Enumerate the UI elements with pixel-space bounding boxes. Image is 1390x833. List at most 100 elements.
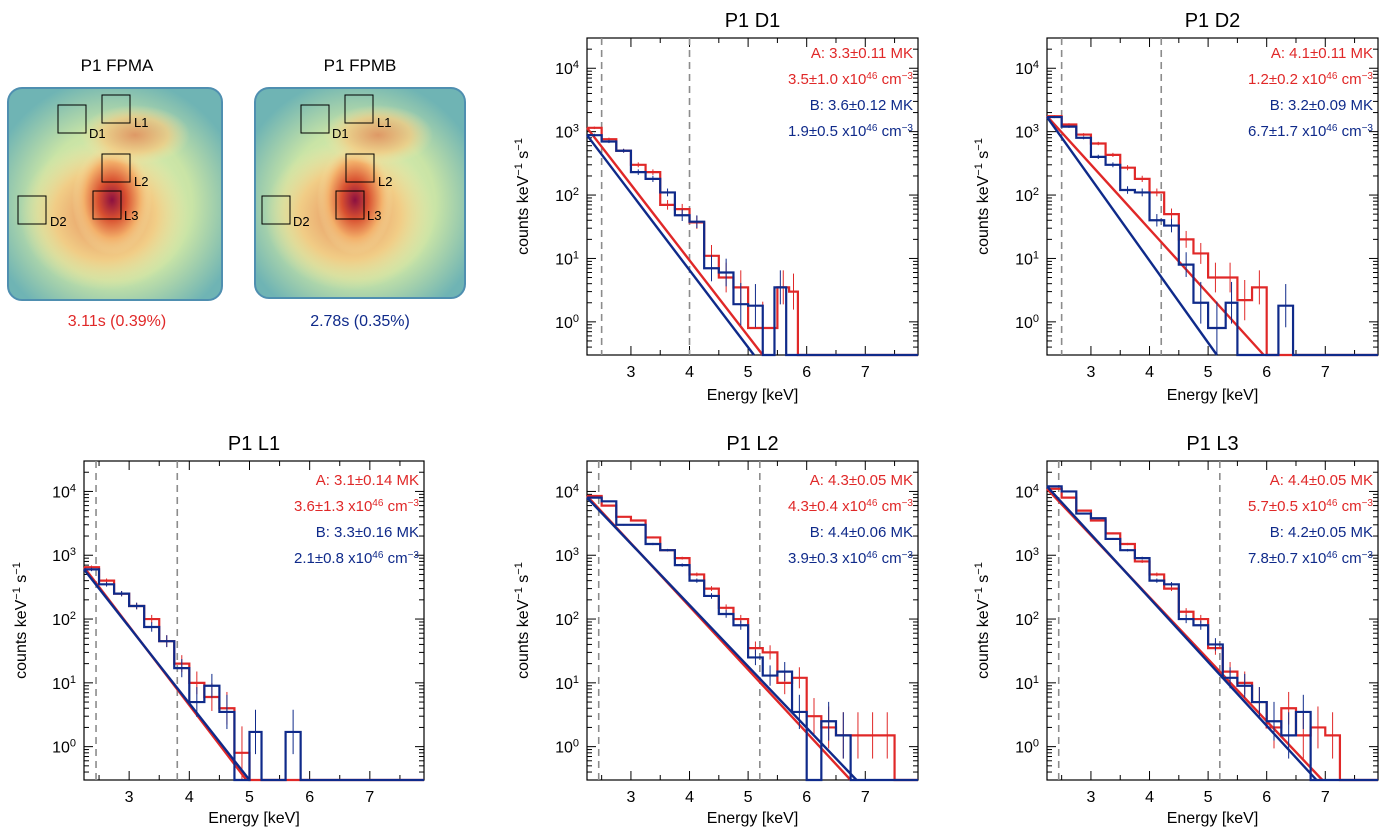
l2-annotation-exp: 46 <box>866 498 878 509</box>
fpmb-emission-arc <box>323 105 433 165</box>
l2-xtick-label: 5 <box>744 789 753 806</box>
d1-x-axis-label: Energy [keV] <box>707 387 799 404</box>
d2-annotation-a-temp: A: 4.1±0.11 MK <box>1271 45 1373 62</box>
d1-annotation-unit-exp: −3 <box>902 123 914 134</box>
l1-xtick-label: 7 <box>365 789 374 806</box>
l1-xtick-label: 4 <box>185 789 194 806</box>
l3-y-axis-label-exp1: −1 <box>973 587 985 600</box>
fpma-box-l3 <box>92 190 122 220</box>
l1-ytick-label: 101 <box>52 674 76 693</box>
l3-annotation-exp: 46 <box>1326 550 1338 561</box>
d2-annotation-exp: 46 <box>1326 71 1338 82</box>
l3-ytick-exponent: 0 <box>1033 738 1039 750</box>
d2-chart-title: P1 D2 <box>1185 10 1241 32</box>
l3-y-axis-label-exp2: −1 <box>973 562 985 575</box>
l1-annotation-a-temp: A: 3.1±0.14 MK <box>316 472 419 489</box>
l2-ytick-label: 101 <box>555 674 579 693</box>
d2-ytick-exponent: 0 <box>1033 313 1039 325</box>
l2-x-axis-label: Energy [keV] <box>707 810 799 827</box>
l1-y-axis-label-exp2: −1 <box>11 562 23 575</box>
d2-series-a-histogram <box>1047 115 1378 357</box>
l1-ytick-label: 100 <box>52 738 76 757</box>
l1-annotation-unit-exp: −3 <box>408 550 420 561</box>
l2-ytick-exponent: 3 <box>573 546 579 558</box>
l3-ytick-label: 104 <box>1015 482 1039 501</box>
d1-xtick-label: 4 <box>685 364 694 381</box>
d2-annotation-b-em: 6.7±1.7 x1046 cm−3 <box>1248 123 1373 141</box>
d1-ytick-label: 101 <box>555 249 579 268</box>
l2-y-axis-label: counts keV−1 s−1 <box>513 562 532 679</box>
fpma-caption: 3.11s (0.39%) <box>68 313 166 330</box>
l2-annotation-unit-exp: −3 <box>902 498 914 509</box>
d1-series-a-histogram <box>587 126 918 357</box>
l3-xtick-label: 6 <box>1262 789 1271 806</box>
l3-y-axis-label: counts keV−1 s−1 <box>973 562 992 679</box>
fpmb-box-d1-label: D1 <box>332 126 349 141</box>
l1-series-b-fit <box>83 568 251 781</box>
l2-xtick-label: 3 <box>626 789 635 806</box>
l1-ytick-exponent: 0 <box>70 738 76 750</box>
d1-xtick-label: 5 <box>744 364 753 381</box>
l1-xtick-label: 3 <box>125 789 134 806</box>
l1-ytick-label: 104 <box>52 482 76 501</box>
fpma-box-l2 <box>101 153 131 183</box>
d1-annotation-a-temp: A: 3.3±0.11 MK <box>811 45 913 62</box>
l3-xtick-label: 4 <box>1145 789 1154 806</box>
d1-y-axis-label-exp2: −1 <box>513 138 525 151</box>
d2-series-b-histogram <box>1047 115 1378 357</box>
l2-plot-frame <box>586 460 919 781</box>
l3-annotation-unit-exp: −3 <box>1362 498 1374 509</box>
l2-annotation-b-em: 3.9±0.3 x1046 cm−3 <box>788 550 913 568</box>
d2-annotation-unit-exp: −3 <box>1362 123 1374 134</box>
fpma-emission-core <box>72 145 152 255</box>
d2-ytick-label: 101 <box>1015 249 1039 268</box>
l2-ytick-exponent: 4 <box>573 482 579 494</box>
l2-ytick-label: 104 <box>555 482 579 501</box>
l2-xtick-label: 4 <box>685 789 694 806</box>
l1-xtick-label: 5 <box>245 789 254 806</box>
l3-ytick-exponent: 3 <box>1033 546 1039 558</box>
d2-annotation-b-temp: B: 3.2±0.09 MK <box>1270 97 1373 114</box>
l2-xtick-label: 6 <box>802 789 811 806</box>
l1-ytick-label: 103 <box>52 546 76 565</box>
l1-x-axis-label: Energy [keV] <box>208 810 300 827</box>
d2-y-axis-label: counts keV−1 s−1 <box>973 138 992 255</box>
d2-annotation-exp: 46 <box>1326 123 1338 134</box>
l2-annotation-exp: 46 <box>866 550 878 561</box>
l3-ytick-label: 101 <box>1015 674 1039 693</box>
l1-ytick-exponent: 2 <box>70 610 76 622</box>
d2-xtick-label: 6 <box>1262 364 1271 381</box>
fpmb-image-panel: P1 FPMB D1 L1 L2 L3 D2 2.78s (0.35%) <box>254 56 466 330</box>
l1-ytick-exponent: 3 <box>70 546 76 558</box>
l3-ytick-label: 103 <box>1015 546 1039 565</box>
fpmb-box-l2-label: L2 <box>378 174 392 189</box>
l3-annotation-b-temp: B: 4.2±0.05 MK <box>1270 524 1373 541</box>
fpmb-box-l3 <box>335 190 365 220</box>
d2-xtick-label: 4 <box>1145 364 1154 381</box>
l2-xtick-label: 7 <box>861 789 870 806</box>
l3-chart-title: P1 L3 <box>1186 433 1238 455</box>
l3-ytick-label: 100 <box>1015 738 1039 757</box>
fpma-box-d2-label: D2 <box>50 214 67 229</box>
fpma-box-d1-label: D1 <box>89 126 106 141</box>
d2-xtick-label: 3 <box>1086 364 1095 381</box>
fpmb-box-l1 <box>344 94 374 124</box>
d2-ytick-label: 100 <box>1015 313 1039 332</box>
d1-annotation-a-em: 3.5±1.0 x1046 cm−3 <box>788 71 913 89</box>
fpma-title: P1 FPMA <box>81 56 154 75</box>
fpma-box-l1 <box>101 94 131 124</box>
d2-ytick-exponent: 1 <box>1033 249 1039 261</box>
l1-annotation-b-temp: B: 3.3±0.16 MK <box>316 524 419 541</box>
d1-series-b-fit <box>586 134 755 356</box>
d1-chart-title: P1 D1 <box>725 10 781 32</box>
d2-annotation-unit-exp: −3 <box>1362 71 1374 82</box>
fpmb-box-l3-label: L3 <box>367 208 381 223</box>
l2-ytick-exponent: 1 <box>573 674 579 686</box>
l3-ytick-label: 102 <box>1015 610 1039 629</box>
l3-annotation-unit-exp: −3 <box>1362 550 1374 561</box>
d1-annotation-exp: 46 <box>866 123 878 134</box>
l1-annotation-a-em: 3.6±1.3 x1046 cm−3 <box>294 498 419 516</box>
fpmb-box-d2-label: D2 <box>293 214 310 229</box>
l3-xtick-label: 3 <box>1086 789 1095 806</box>
